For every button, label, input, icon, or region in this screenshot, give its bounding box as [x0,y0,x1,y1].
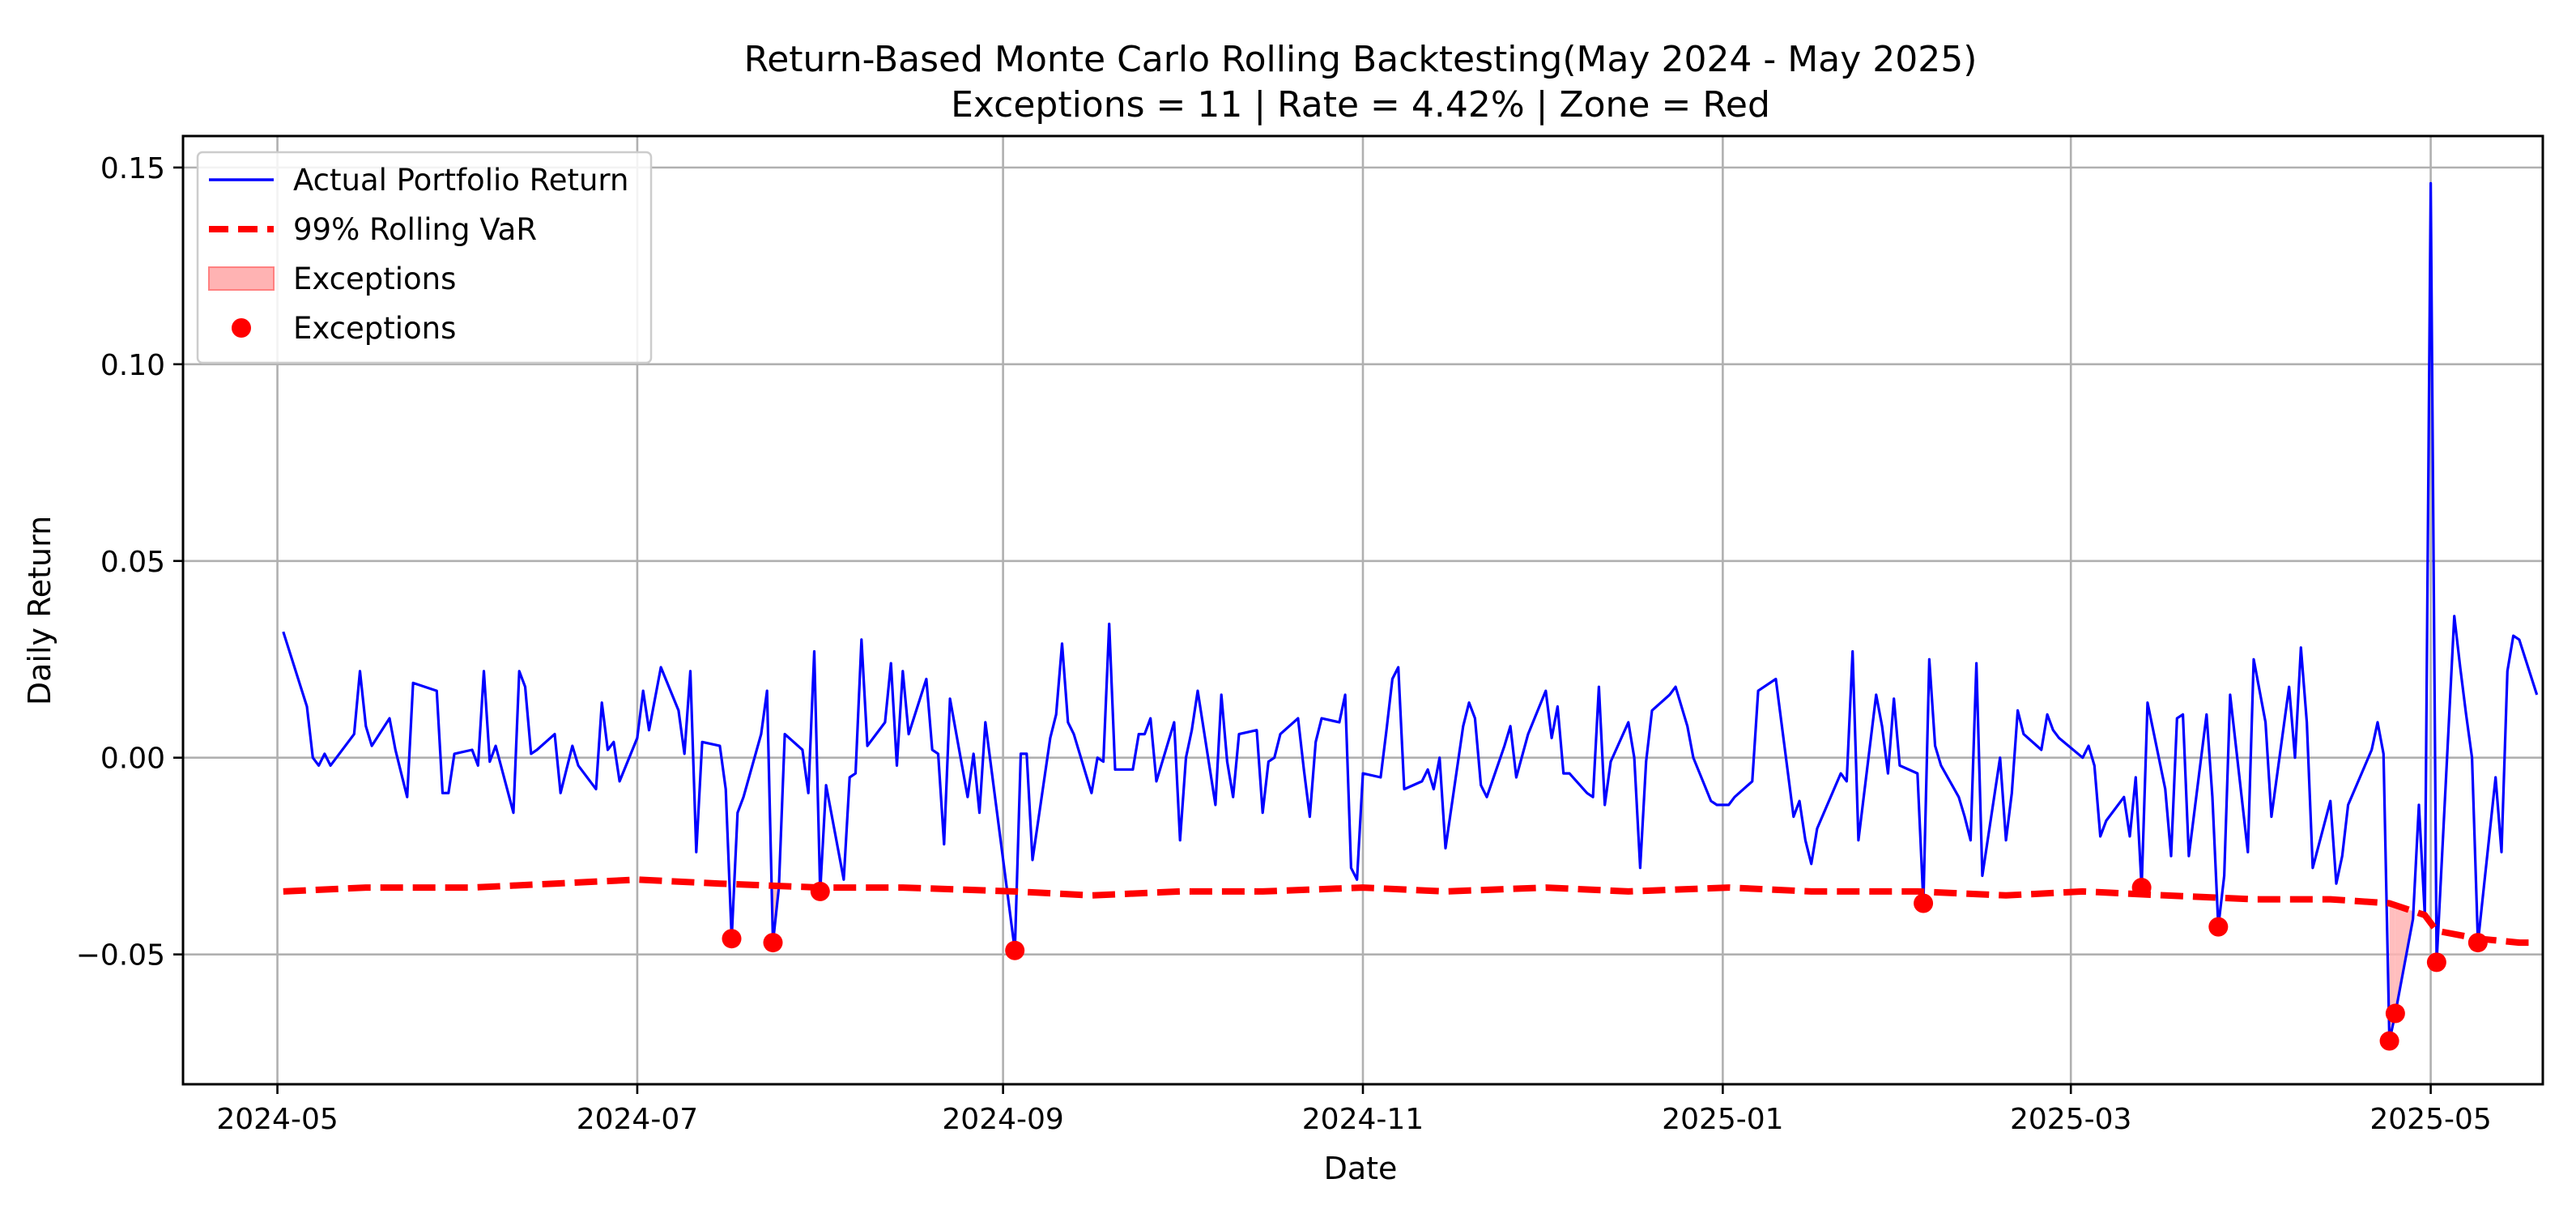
exception-marker [2131,878,2152,898]
exception-marker [2385,1003,2405,1024]
legend-swatch-fill [208,266,275,291]
chart-title: Return-Based Monte Carlo Rolling Backtes… [744,39,1978,80]
legend-box [196,151,653,364]
x-tick-label: 2024-05 [216,1103,338,1136]
x-axis-label: Date [1324,1151,1398,1186]
x-tick-label: 2024-11 [1302,1103,1424,1136]
exception-marker [722,929,742,949]
exception-marker [2379,1031,2399,1051]
legend-swatch-marker [232,318,251,338]
y-tick-label: 0.15 [100,152,165,185]
chart-subtitle: Exceptions = 11 | Rate = 4.42% | Zone = … [951,84,1770,126]
series-line-actual-return [282,181,2539,1043]
exception-marker [810,881,830,901]
legend-label: Actual Portfolio Return [293,163,628,198]
x-tick-label: 2025-03 [2010,1103,2131,1136]
exception-marker [763,933,783,953]
legend-label: Exceptions [293,311,456,346]
y-tick-label: −0.05 [76,939,165,973]
x-tick-label: 2025-05 [2369,1103,2491,1136]
series-line-rolling-var [283,876,2537,947]
x-tick-label: 2024-09 [942,1103,1063,1136]
exception-marker [1005,940,1025,960]
exception-marker [2208,917,2229,937]
exception-marker [2426,952,2446,973]
x-tick-label: 2024-07 [577,1103,698,1136]
y-axis-label: Daily Return [22,516,57,705]
legend-label: Exceptions [293,262,456,296]
exception-marker [2467,933,2488,953]
exception-marker [1914,893,1934,913]
legend-label: 99% Rolling VaR [293,212,537,247]
y-tick-label: 0.10 [100,349,165,382]
y-tick-label: 0.05 [100,546,165,579]
x-tick-label: 2025-01 [1662,1103,1783,1136]
y-tick-label: 0.00 [100,743,165,776]
